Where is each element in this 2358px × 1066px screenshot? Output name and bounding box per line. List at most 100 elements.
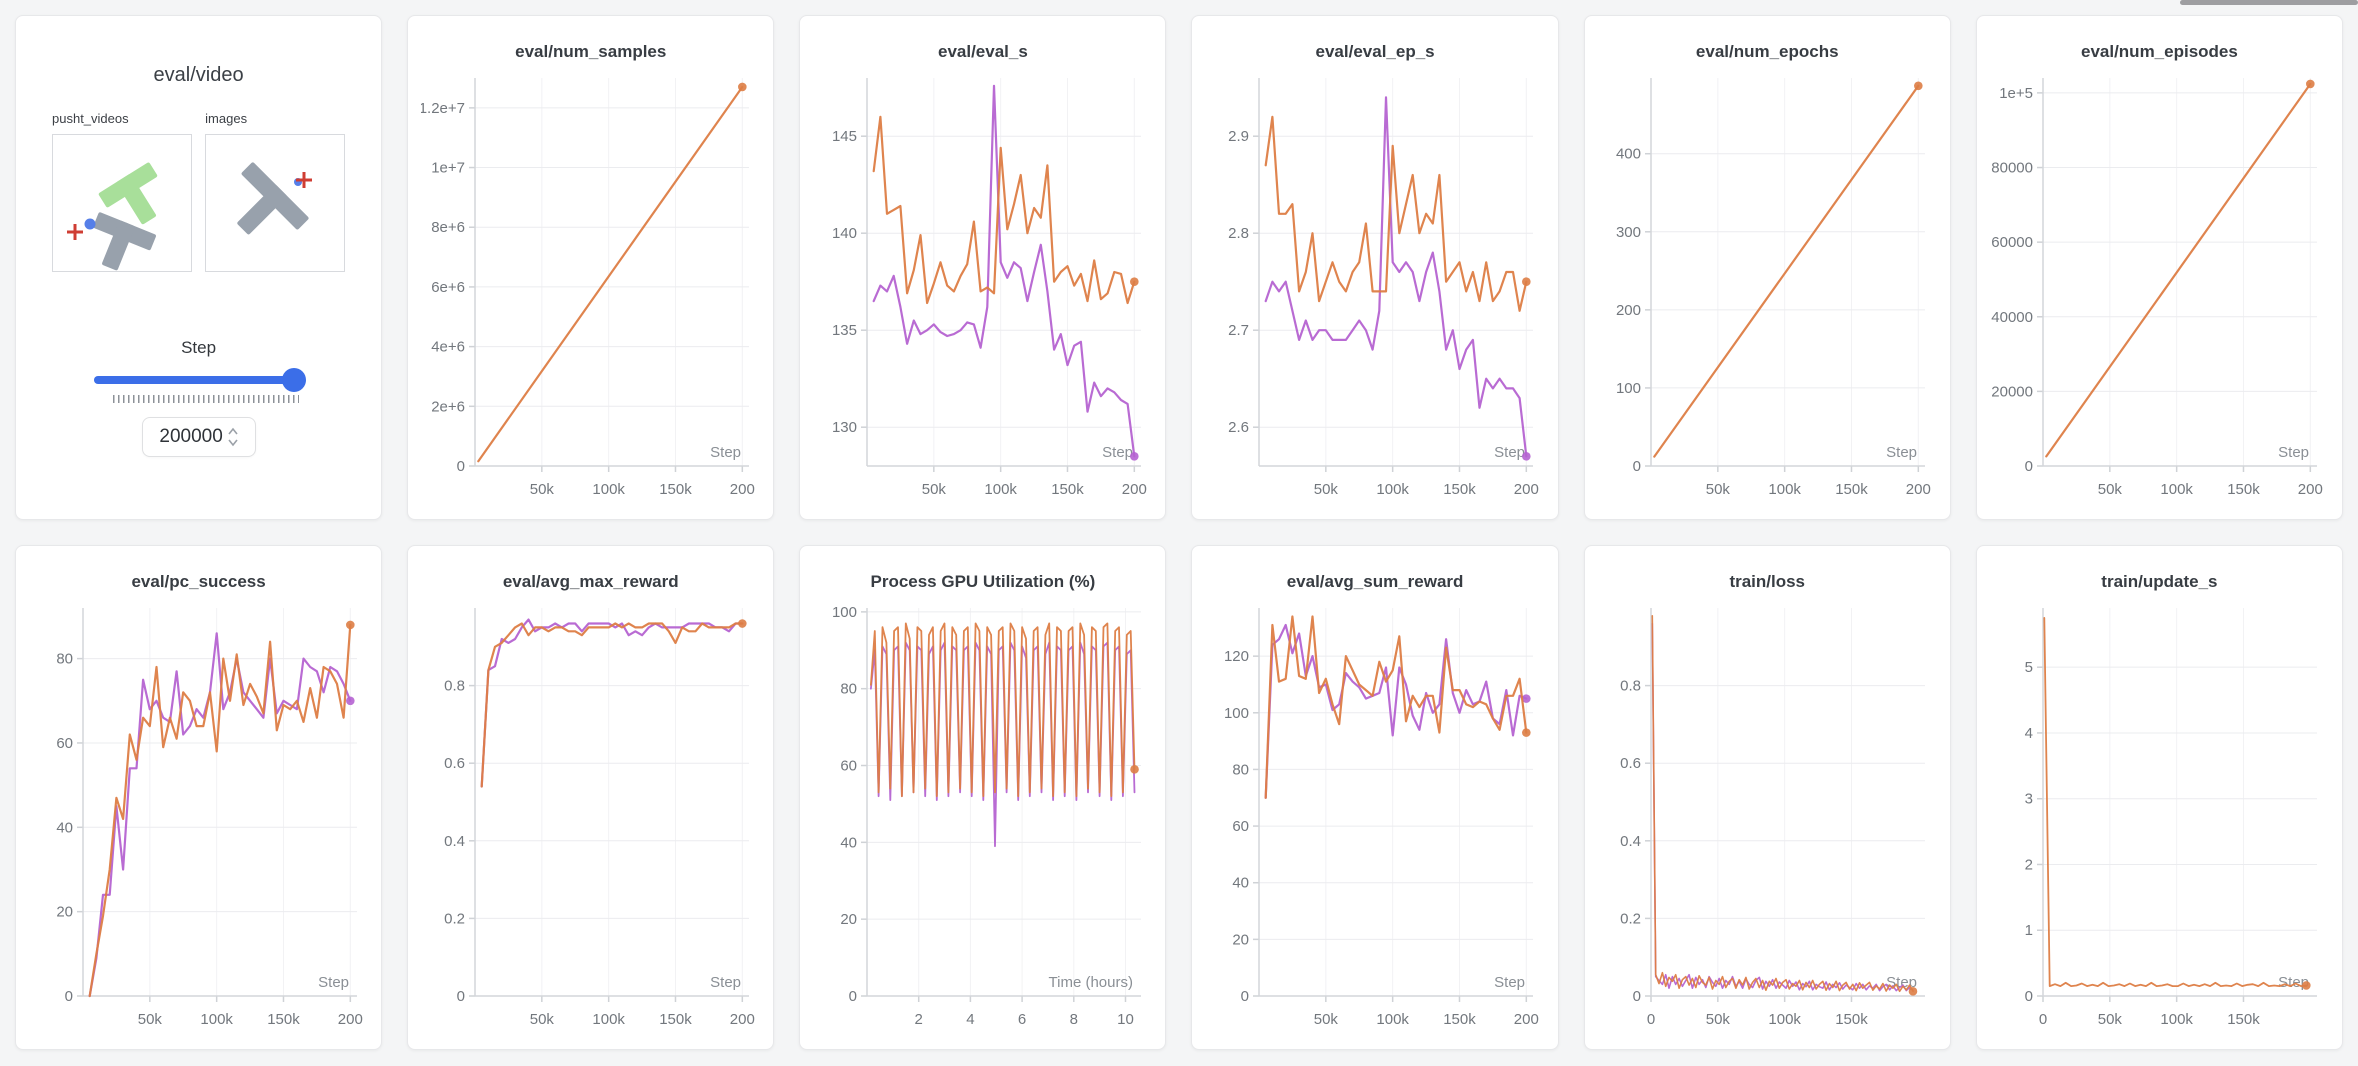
step-number-input[interactable]: 200000 — [141, 417, 256, 457]
svg-text:50k: 50k — [1314, 481, 1339, 498]
svg-text:80: 80 — [56, 651, 73, 668]
svg-text:200: 200 — [730, 481, 755, 498]
svg-text:1e+5: 1e+5 — [2000, 85, 2034, 102]
svg-text:150k: 150k — [2228, 481, 2261, 498]
svg-text:100k: 100k — [592, 1011, 625, 1028]
svg-text:0: 0 — [1633, 988, 1641, 1005]
panel-process-gpu-utilization: Process GPU Utilization (%) 2 4 6 8 10 0 20 40 6… — [799, 545, 1167, 1050]
svg-text:0.8: 0.8 — [444, 678, 465, 695]
svg-text:0: 0 — [2025, 458, 2033, 475]
svg-text:20: 20 — [840, 911, 857, 928]
svg-text:5: 5 — [2025, 659, 2033, 676]
panel-train-loss: train/loss 0 50k 100k 150k 0 0.2 0.4 0.6 0.8 Step — [1583, 545, 1951, 1050]
svg-text:20: 20 — [56, 904, 73, 921]
svg-text:0: 0 — [1647, 1011, 1655, 1028]
panel-eval-num-samples: eval/num_samples 50k 100k 150k 200 0 2e+6 4e+6… — [407, 15, 775, 520]
svg-text:Step: Step — [1494, 974, 1525, 991]
panel-title: eval/num_samples — [515, 42, 667, 61]
svg-text:0.4: 0.4 — [444, 833, 465, 850]
media-pusht-videos: pusht_videos — [52, 111, 192, 272]
images-thumbnail[interactable] — [205, 134, 346, 272]
svg-text:40: 40 — [1232, 875, 1249, 892]
media-label: images — [205, 111, 248, 126]
svg-text:0.6: 0.6 — [1620, 755, 1641, 772]
panel-eval-avg-sum-reward: eval/avg_sum_reward 50k 100k 150k 200 0 20 40 6… — [1191, 545, 1559, 1050]
panel-title: eval/eval_ep_s — [1315, 42, 1435, 61]
panel-eval-eval-s: eval/eval_s 50k 100k 150k 200 130 135 140 145 St… — [799, 15, 1167, 520]
svg-text:0.8: 0.8 — [1620, 678, 1641, 695]
svg-text:1.2e+7: 1.2e+7 — [421, 100, 465, 117]
svg-text:150k: 150k — [1835, 481, 1868, 498]
svg-text:50k: 50k — [1706, 481, 1731, 498]
svg-text:20000: 20000 — [1992, 383, 2034, 400]
panel-eval-pc-success: eval/pc_success 50k 100k 150k 200 0 20 40 60 80 S… — [15, 545, 383, 1050]
panel-eval-eval-ep-s: eval/eval_ep_s 50k 100k 150k 200 2.6 2.7 2.8 2.… — [1191, 15, 1559, 520]
svg-text:60: 60 — [840, 758, 857, 775]
svg-text:80: 80 — [840, 681, 857, 698]
svg-text:150k: 150k — [267, 1011, 300, 1028]
svg-text:4: 4 — [2025, 725, 2033, 742]
panel-eval-num-episodes: eval/num_episodes 50k 100k 150k 200 0 20000 40… — [1975, 15, 2343, 520]
svg-text:0: 0 — [2025, 988, 2033, 1005]
chart-eval-num-episodes[interactable]: 50k 100k 150k 200 0 20000 40000 60000 80000 1e+5 S… — [1989, 64, 2329, 512]
horizontal-scrollbar-thumb[interactable] — [2180, 0, 2358, 5]
svg-text:Step: Step — [1886, 444, 1917, 461]
step-slider-track[interactable] — [93, 376, 304, 384]
panel-title: eval/eval_s — [938, 42, 1028, 61]
chart-eval-eval-s[interactable]: 50k 100k 150k 200 130 135 140 145 Step — [813, 64, 1153, 512]
svg-text:0: 0 — [1241, 988, 1249, 1005]
target-cross — [296, 172, 313, 188]
svg-text:140: 140 — [832, 225, 857, 242]
svg-text:4e+6: 4e+6 — [431, 339, 465, 356]
svg-text:150k: 150k — [1443, 1011, 1476, 1028]
svg-text:200: 200 — [1122, 481, 1147, 498]
stepper-chevrons[interactable] — [228, 427, 238, 447]
svg-text:150k: 150k — [2228, 1011, 2261, 1028]
svg-text:2: 2 — [2025, 856, 2033, 873]
svg-text:50k: 50k — [137, 1011, 162, 1028]
svg-text:Step: Step — [2279, 444, 2310, 461]
svg-text:Step: Step — [1494, 444, 1525, 461]
pusht-video-thumbnail[interactable] — [52, 134, 192, 272]
svg-text:0: 0 — [849, 988, 857, 1005]
svg-text:150k: 150k — [659, 1011, 692, 1028]
svg-text:8: 8 — [1070, 1011, 1078, 1028]
chart-eval-eval-ep-s[interactable]: 50k 100k 150k 200 2.6 2.7 2.8 2.9 Step — [1205, 64, 1545, 512]
svg-text:Step: Step — [710, 444, 741, 461]
chart-eval-avg-max-reward[interactable]: 50k 100k 150k 200 0 0.2 0.4 0.6 0.8 Step — [421, 594, 761, 1042]
chart-eval-num-epochs[interactable]: 50k 100k 150k 200 0 100 200 300 400 Step — [1597, 64, 1937, 512]
svg-text:100: 100 — [832, 604, 857, 621]
svg-text:60000: 60000 — [1992, 234, 2034, 251]
svg-text:50k: 50k — [922, 481, 947, 498]
panel-title: eval/pc_success — [131, 572, 266, 591]
svg-text:2e+6: 2e+6 — [431, 398, 465, 415]
panel-eval-avg-max-reward: eval/avg_max_reward 50k 100k 150k 200 0 0.2 0.… — [407, 545, 775, 1050]
step-slider[interactable] — [93, 368, 306, 392]
chevron-up-down-icon — [228, 427, 238, 447]
svg-text:50k: 50k — [1706, 1011, 1731, 1028]
svg-text:3: 3 — [2025, 791, 2033, 808]
svg-text:50k: 50k — [2098, 1011, 2123, 1028]
svg-text:200: 200 — [2298, 481, 2323, 498]
svg-text:50k: 50k — [1314, 1011, 1339, 1028]
chart-eval-avg-sum-reward[interactable]: 50k 100k 150k 200 0 20 40 60 80 100 120 Step — [1205, 594, 1545, 1042]
svg-text:400: 400 — [1616, 146, 1641, 163]
chart-eval-num-samples[interactable]: 50k 100k 150k 200 0 2e+6 4e+6 6e+6 8e+6 1e+7 1.2e+… — [421, 64, 761, 512]
step-slider-thumb[interactable] — [281, 368, 306, 392]
svg-text:100k: 100k — [2161, 1011, 2194, 1028]
step-slider-label: Step — [181, 338, 217, 357]
svg-text:150k: 150k — [659, 481, 692, 498]
svg-text:50k: 50k — [529, 1011, 554, 1028]
svg-text:100k: 100k — [1376, 1011, 1409, 1028]
svg-text:100k: 100k — [1769, 1011, 1802, 1028]
svg-text:0.2: 0.2 — [444, 910, 465, 927]
svg-text:100k: 100k — [200, 1011, 233, 1028]
svg-text:2.9: 2.9 — [1228, 128, 1249, 145]
svg-text:20: 20 — [1232, 931, 1249, 948]
chart-eval-pc-success[interactable]: 50k 100k 150k 200 0 20 40 60 80 Step — [29, 594, 369, 1042]
svg-text:10: 10 — [1117, 1011, 1134, 1028]
